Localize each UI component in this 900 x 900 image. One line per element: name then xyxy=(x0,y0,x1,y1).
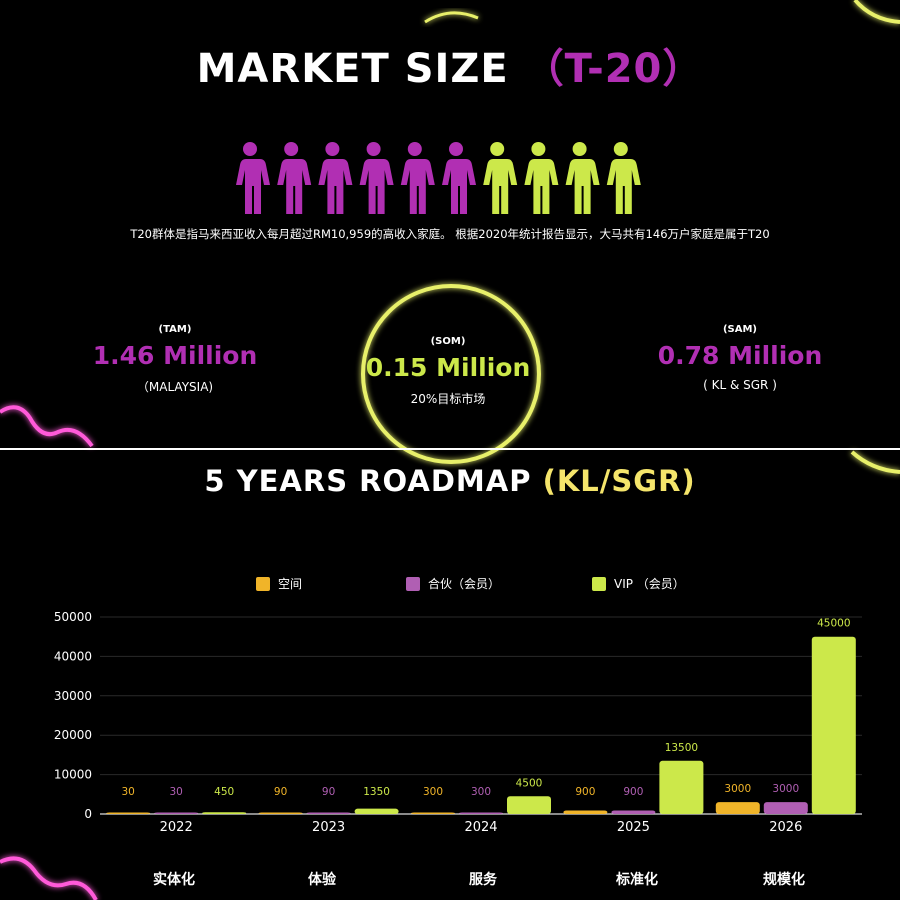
legend-swatch xyxy=(592,576,606,591)
tam-label: (TAM) xyxy=(158,324,192,335)
bar xyxy=(106,812,151,814)
bar xyxy=(715,802,760,814)
stage-label: 标准化 xyxy=(616,872,658,888)
bar xyxy=(411,812,455,814)
stage-label: 服务 xyxy=(469,872,497,888)
data-label: 3000 xyxy=(772,783,799,795)
data-label: 1350 xyxy=(363,786,390,798)
data-label: 30 xyxy=(170,786,183,798)
y-tick-label: 10000 xyxy=(54,768,92,782)
t20-description: T20群体是指马来西亚收入每月超过RM10,959的高收入家庭。 根据2020年… xyxy=(130,227,770,241)
bar xyxy=(354,808,399,814)
som-stat: (SOM) 0.15 Million 20%目标市场 xyxy=(333,336,563,407)
legend-label: VIP （会员） xyxy=(614,577,685,591)
legend-swatch xyxy=(256,576,270,591)
bar xyxy=(507,796,551,814)
data-label: 300 xyxy=(423,786,443,798)
person-icon xyxy=(565,142,600,214)
som-label: (SOM) xyxy=(430,336,466,347)
title-accent: （T-20） xyxy=(523,46,704,92)
sam-sub: ( KL & SGR ) xyxy=(703,378,777,392)
data-label: 900 xyxy=(623,786,643,798)
y-tick-label: 50000 xyxy=(54,610,92,624)
stage-label: 实体化 xyxy=(153,872,195,888)
bar xyxy=(811,636,856,814)
data-label: 900 xyxy=(575,786,595,798)
tam-value: 1.46 Million xyxy=(92,341,258,370)
legend-item-space: 空间 xyxy=(256,575,302,592)
bar xyxy=(154,812,199,814)
person-icon xyxy=(442,142,476,214)
y-tick-label: 40000 xyxy=(54,649,92,663)
bar xyxy=(459,812,503,814)
person-icon xyxy=(236,142,270,214)
sam-stat: (SAM) 0.78 Million ( KL & SGR ) xyxy=(625,324,855,392)
data-label: 90 xyxy=(322,786,335,798)
person-icon xyxy=(483,142,518,214)
data-label: 90 xyxy=(274,786,287,798)
sam-label: (SAM) xyxy=(722,324,758,335)
bar xyxy=(258,812,303,814)
section-divider xyxy=(0,448,900,450)
x-tick-label: 2022 xyxy=(160,820,193,835)
roadmap-title-accent: (KL/SGR) xyxy=(542,464,696,498)
som-value: 0.15 Million xyxy=(365,353,531,382)
stage-label: 体验 xyxy=(308,872,336,888)
roadmap-title: 5 YEARS ROADMAP (KL/SGR) xyxy=(0,464,900,498)
sam-value: 0.78 Million xyxy=(657,341,823,370)
person-icon xyxy=(318,142,353,214)
bar xyxy=(563,810,608,814)
data-label: 13500 xyxy=(665,742,698,754)
roadmap-title-main: 5 YEARS ROADMAP xyxy=(204,464,532,498)
legend-swatch xyxy=(406,576,420,591)
legend-item-vip: VIP （会员） xyxy=(592,575,685,592)
data-label: 45000 xyxy=(817,618,850,630)
people-row xyxy=(236,142,641,214)
x-tick-label: 2023 xyxy=(312,820,345,835)
title-main: MARKET SIZE xyxy=(196,46,509,92)
y-tick-label: 30000 xyxy=(54,689,92,703)
tam-sub: （MALAYSIA) xyxy=(136,380,214,394)
data-label: 3000 xyxy=(724,783,751,795)
legend-label: 空间 xyxy=(278,577,303,591)
person-icon xyxy=(359,142,394,214)
person-icon xyxy=(606,142,641,214)
person-icon xyxy=(277,142,312,214)
som-sub: 20%目标市场 xyxy=(410,392,486,406)
bar xyxy=(763,802,808,814)
person-icon xyxy=(400,142,435,214)
x-tick-label: 2026 xyxy=(769,820,802,835)
x-tick-label: 2025 xyxy=(617,820,650,835)
data-label: 300 xyxy=(471,786,491,798)
data-label: 450 xyxy=(214,786,234,798)
bar xyxy=(659,760,704,814)
bar xyxy=(306,812,351,814)
data-label: 4500 xyxy=(516,777,543,789)
data-label: 30 xyxy=(122,786,135,798)
tam-stat: (TAM) 1.46 Million （MALAYSIA) xyxy=(60,324,290,395)
legend-label: 合伙（会员） xyxy=(428,577,501,591)
stage-label: 规模化 xyxy=(763,872,805,888)
y-tick-label: 20000 xyxy=(54,728,92,742)
person-icon xyxy=(524,142,559,214)
bar xyxy=(202,812,247,814)
page-title: MARKET SIZE （T-20） xyxy=(0,36,900,94)
x-tick-label: 2024 xyxy=(464,820,497,835)
bar xyxy=(611,810,656,814)
legend-item-partner: 合伙（会员） xyxy=(406,575,500,592)
y-tick-label: 0 xyxy=(84,807,92,821)
